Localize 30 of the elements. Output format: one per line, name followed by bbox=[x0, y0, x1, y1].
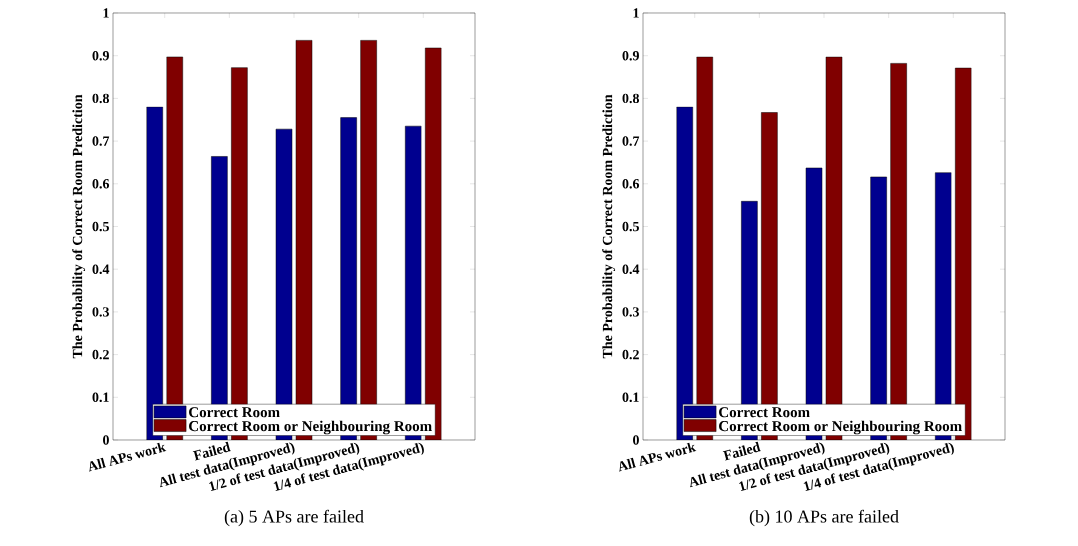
y-tick-label: 0.5 bbox=[622, 221, 639, 232]
y-tick-label: 0.3 bbox=[622, 307, 639, 317]
legend-label: Correct Room or Neighbouring Room bbox=[719, 420, 962, 435]
text: (b) 10 APs are failed bbox=[749, 509, 899, 527]
y-tick-label: 0.4 bbox=[92, 264, 110, 274]
y-tick-label: 1 bbox=[633, 8, 639, 18]
y-tick-label: 0.8 bbox=[622, 93, 640, 104]
y-tick-label: 0 bbox=[103, 435, 109, 445]
y-tick-label: 0.2 bbox=[92, 349, 109, 360]
legend-label: Correct Room or Neighbouring Room bbox=[189, 420, 432, 435]
y-axis-title: The Probability of Correct Room Prediction bbox=[602, 94, 616, 359]
y-tick-label: 0.8 bbox=[92, 93, 110, 104]
y-tick-label: 0 bbox=[633, 435, 639, 445]
y-tick-label: 1 bbox=[103, 8, 109, 18]
legend-label: Correct Room bbox=[189, 407, 280, 418]
y-tick-label: 0.7 bbox=[92, 136, 110, 146]
y-tick-label: 0.3 bbox=[92, 307, 109, 317]
y-tick-label: 0.5 bbox=[92, 221, 109, 232]
y-tick-label: 0.9 bbox=[92, 50, 109, 61]
text: (a) 5 APs are failed bbox=[224, 509, 364, 527]
y-tick-label: 0.2 bbox=[622, 349, 639, 360]
y-tick-label: 0.1 bbox=[622, 392, 639, 403]
y-tick-label: 0.1 bbox=[92, 392, 109, 403]
y-tick-label: 0.6 bbox=[622, 179, 640, 189]
y-tick-label: 0.4 bbox=[622, 264, 640, 274]
y-tick-label: 0.7 bbox=[622, 136, 640, 146]
y-axis-title: The Probability of Correct Room Prediction bbox=[72, 94, 86, 359]
y-tick-label: 0.9 bbox=[622, 50, 639, 61]
y-tick-label: 0.6 bbox=[92, 179, 110, 189]
legend-label: Correct Room bbox=[719, 407, 810, 418]
